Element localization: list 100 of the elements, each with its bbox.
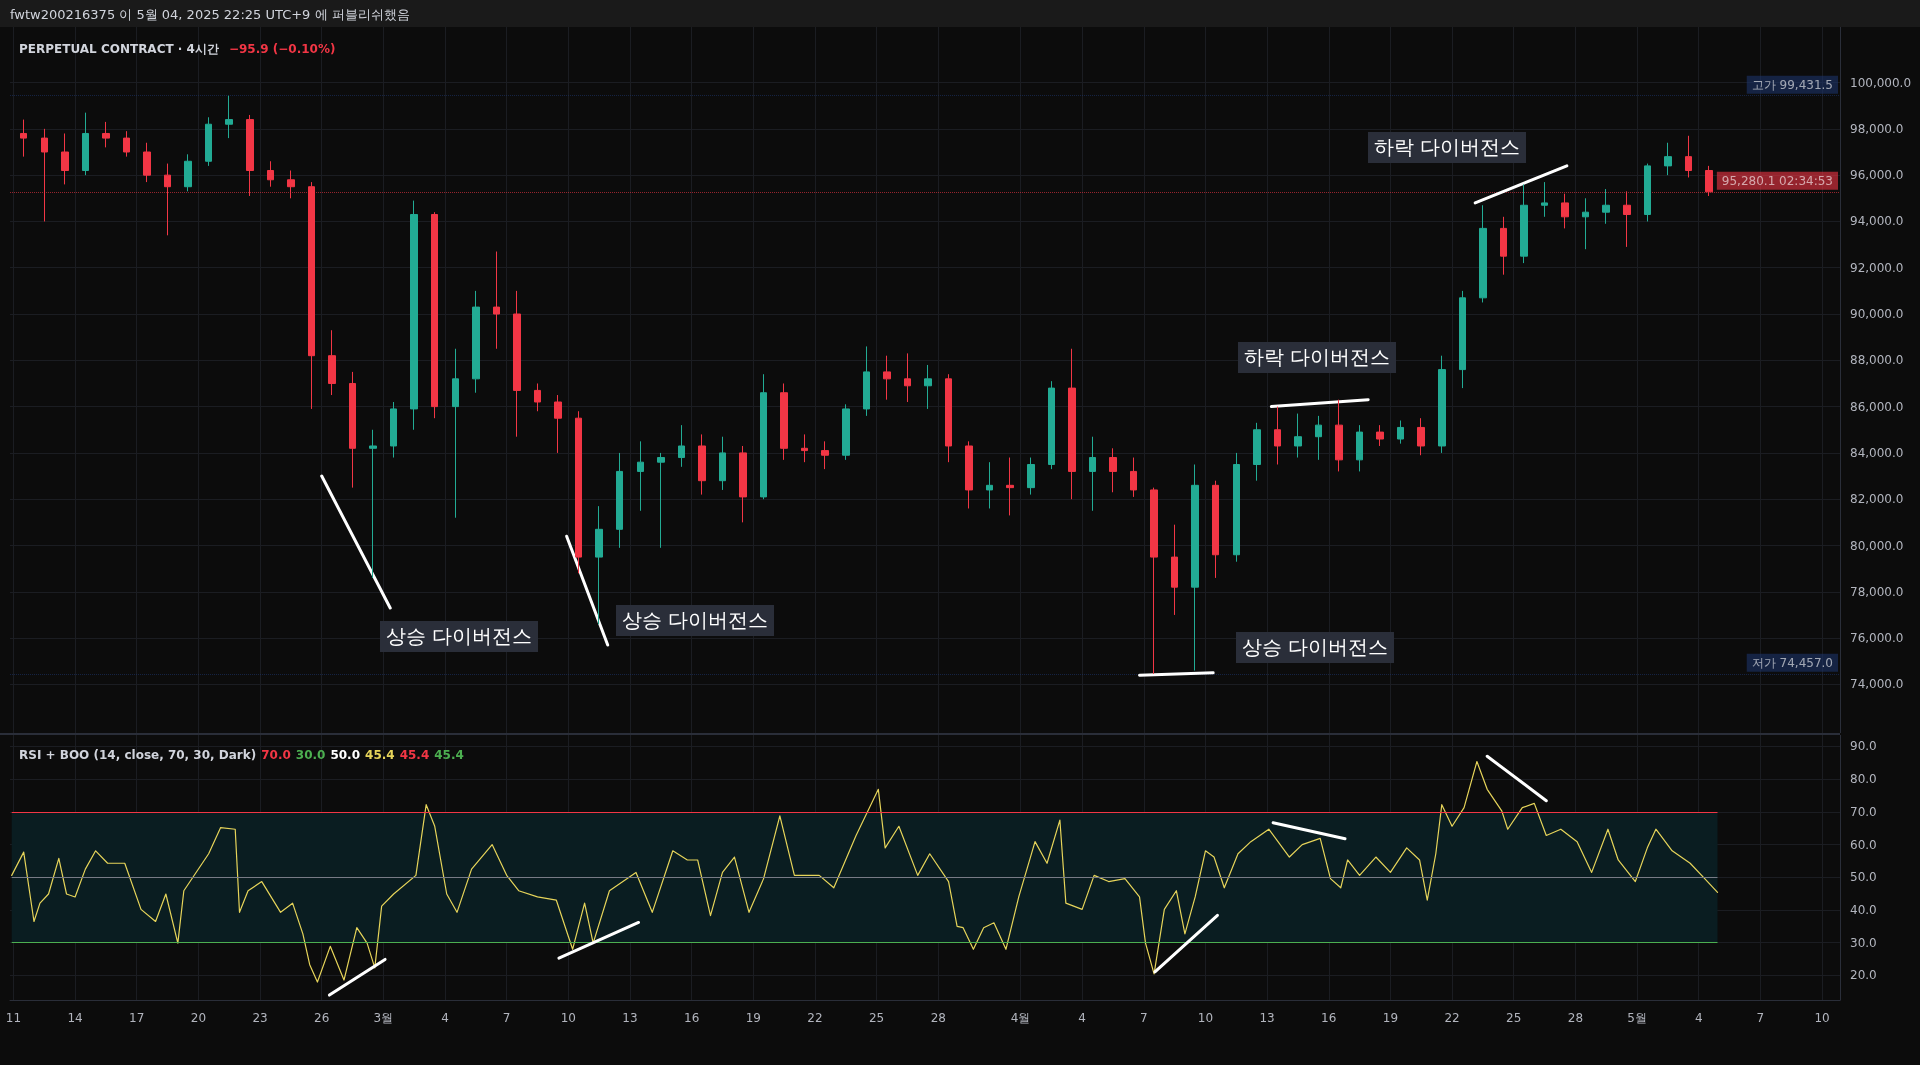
candlestick bbox=[102, 121, 110, 148]
candlestick bbox=[739, 445, 747, 523]
candlestick bbox=[945, 373, 952, 463]
candlestick bbox=[513, 290, 521, 438]
x-tick-label: 28 bbox=[1567, 1011, 1584, 1025]
candlestick bbox=[534, 382, 541, 412]
candlestick bbox=[1006, 457, 1014, 516]
x-tick-label: 4 bbox=[1078, 1011, 1086, 1025]
y-tick-label: 88,000.0 bbox=[1850, 353, 1904, 368]
candlestick bbox=[1294, 413, 1302, 459]
candlestick bbox=[1130, 457, 1137, 498]
candlestick bbox=[1664, 142, 1672, 176]
candlestick bbox=[883, 355, 891, 401]
x-tick-label: 17 bbox=[129, 1011, 145, 1025]
candlestick bbox=[1623, 190, 1631, 248]
candlestick bbox=[20, 119, 27, 158]
candlestick bbox=[1500, 216, 1507, 276]
candlestick bbox=[164, 163, 171, 236]
y-tick-label: 90.0 bbox=[1850, 739, 1877, 754]
y-tick-label: 30.0 bbox=[1850, 935, 1877, 950]
candlestick bbox=[657, 452, 665, 549]
candlestick bbox=[452, 348, 459, 519]
x-tick-label: 16 bbox=[684, 1011, 700, 1025]
candlestick bbox=[842, 403, 850, 461]
candlestick bbox=[1233, 452, 1240, 563]
x-tick-label: 25 bbox=[868, 1011, 885, 1025]
x-tick-label: 7 bbox=[1756, 1011, 1765, 1025]
candlestick bbox=[308, 181, 315, 410]
y-tick-label: 96,000.0 bbox=[1850, 168, 1904, 183]
candlestick bbox=[493, 251, 500, 350]
y-tick-label: 76,000.0 bbox=[1850, 631, 1904, 646]
y-tick-label: 98,000.0 bbox=[1850, 121, 1904, 136]
x-tick-label: 14 bbox=[67, 1011, 83, 1025]
candlestick bbox=[246, 114, 254, 197]
candlestick bbox=[760, 373, 767, 500]
candlestick bbox=[1602, 188, 1610, 225]
candlestick bbox=[1171, 524, 1178, 616]
candlestick bbox=[1027, 457, 1035, 496]
y-tick-label: 82,000.0 bbox=[1850, 492, 1904, 507]
x-tick-label: 5월 bbox=[1627, 1011, 1647, 1025]
y-tick-label: 94,000.0 bbox=[1850, 214, 1904, 229]
candlestick bbox=[965, 440, 973, 509]
candlestick bbox=[267, 160, 274, 188]
candlestick bbox=[1541, 181, 1548, 218]
candlestick bbox=[1438, 355, 1446, 454]
candlestick bbox=[123, 130, 130, 158]
candlestick bbox=[1191, 463, 1199, 671]
x-tick-label: 4 bbox=[1694, 1011, 1703, 1025]
x-tick-label: 7 bbox=[1139, 1011, 1148, 1025]
candlestick bbox=[1644, 163, 1651, 222]
candlestick bbox=[1089, 436, 1096, 512]
annotation: 상승 다이버전스 bbox=[380, 621, 539, 652]
y-tick-label: 100,000.0 bbox=[1850, 75, 1912, 90]
candlestick bbox=[369, 429, 377, 579]
x-tick-label: 13 bbox=[1259, 1011, 1275, 1025]
candlestick bbox=[1356, 424, 1363, 472]
y-tick-label: 74,000.0 bbox=[1850, 677, 1904, 692]
candlestick bbox=[1253, 422, 1261, 482]
x-tick-label: 22 bbox=[807, 1011, 823, 1025]
annotation: 상승 다이버전스 bbox=[1236, 632, 1395, 663]
x-tick-label: 19 bbox=[745, 1011, 761, 1025]
text: RSI + BOO (14, close, 70, 30, Dark) bbox=[19, 748, 257, 762]
candlestick bbox=[801, 433, 808, 463]
candlestick bbox=[863, 345, 870, 417]
y-tick-label: 80.0 bbox=[1850, 772, 1877, 787]
candlestick bbox=[1582, 197, 1589, 250]
candlestick bbox=[410, 200, 418, 431]
x-tick-label: 13 bbox=[622, 1011, 638, 1025]
x-tick-label: 22 bbox=[1444, 1011, 1460, 1025]
candlestick bbox=[554, 394, 562, 454]
y-tick-label: 90,000.0 bbox=[1850, 307, 1904, 322]
candlestick bbox=[821, 440, 829, 470]
candlestick bbox=[616, 452, 623, 549]
candlestick bbox=[205, 116, 212, 167]
ref-line-label: 고가 99,431.5 bbox=[1751, 77, 1833, 92]
candlestick bbox=[1274, 406, 1281, 465]
candlestick bbox=[698, 433, 706, 496]
x-tick-label: 10 bbox=[560, 1011, 576, 1025]
text: 70.0 30.0 50.0 45.4 45.4 45.4 bbox=[261, 748, 464, 762]
candlestick bbox=[82, 112, 89, 176]
candlestick bbox=[904, 352, 911, 403]
candlestick bbox=[1479, 204, 1487, 303]
x-tick-label: 23 bbox=[252, 1011, 268, 1025]
candlestick bbox=[1459, 290, 1466, 389]
candlestick bbox=[986, 461, 993, 509]
candlestick bbox=[780, 382, 788, 461]
candlestick bbox=[1376, 424, 1384, 447]
y-tick-label: 40.0 bbox=[1850, 903, 1877, 918]
ref-line-label: 저가 74,457.0 bbox=[1751, 655, 1833, 670]
candlestick bbox=[349, 371, 356, 489]
candlestick bbox=[328, 329, 336, 396]
candlestick bbox=[1335, 399, 1343, 472]
candlestick bbox=[1212, 480, 1219, 579]
x-tick-label: 10 bbox=[1814, 1011, 1830, 1025]
candlestick bbox=[678, 424, 685, 468]
x-tick-label: 20 bbox=[190, 1011, 207, 1025]
x-tick-label: 26 bbox=[314, 1011, 330, 1025]
annotation: 하락 다이버전스 bbox=[1238, 342, 1397, 373]
candlestick bbox=[61, 132, 69, 185]
y-tick-label: 86,000.0 bbox=[1850, 399, 1904, 414]
